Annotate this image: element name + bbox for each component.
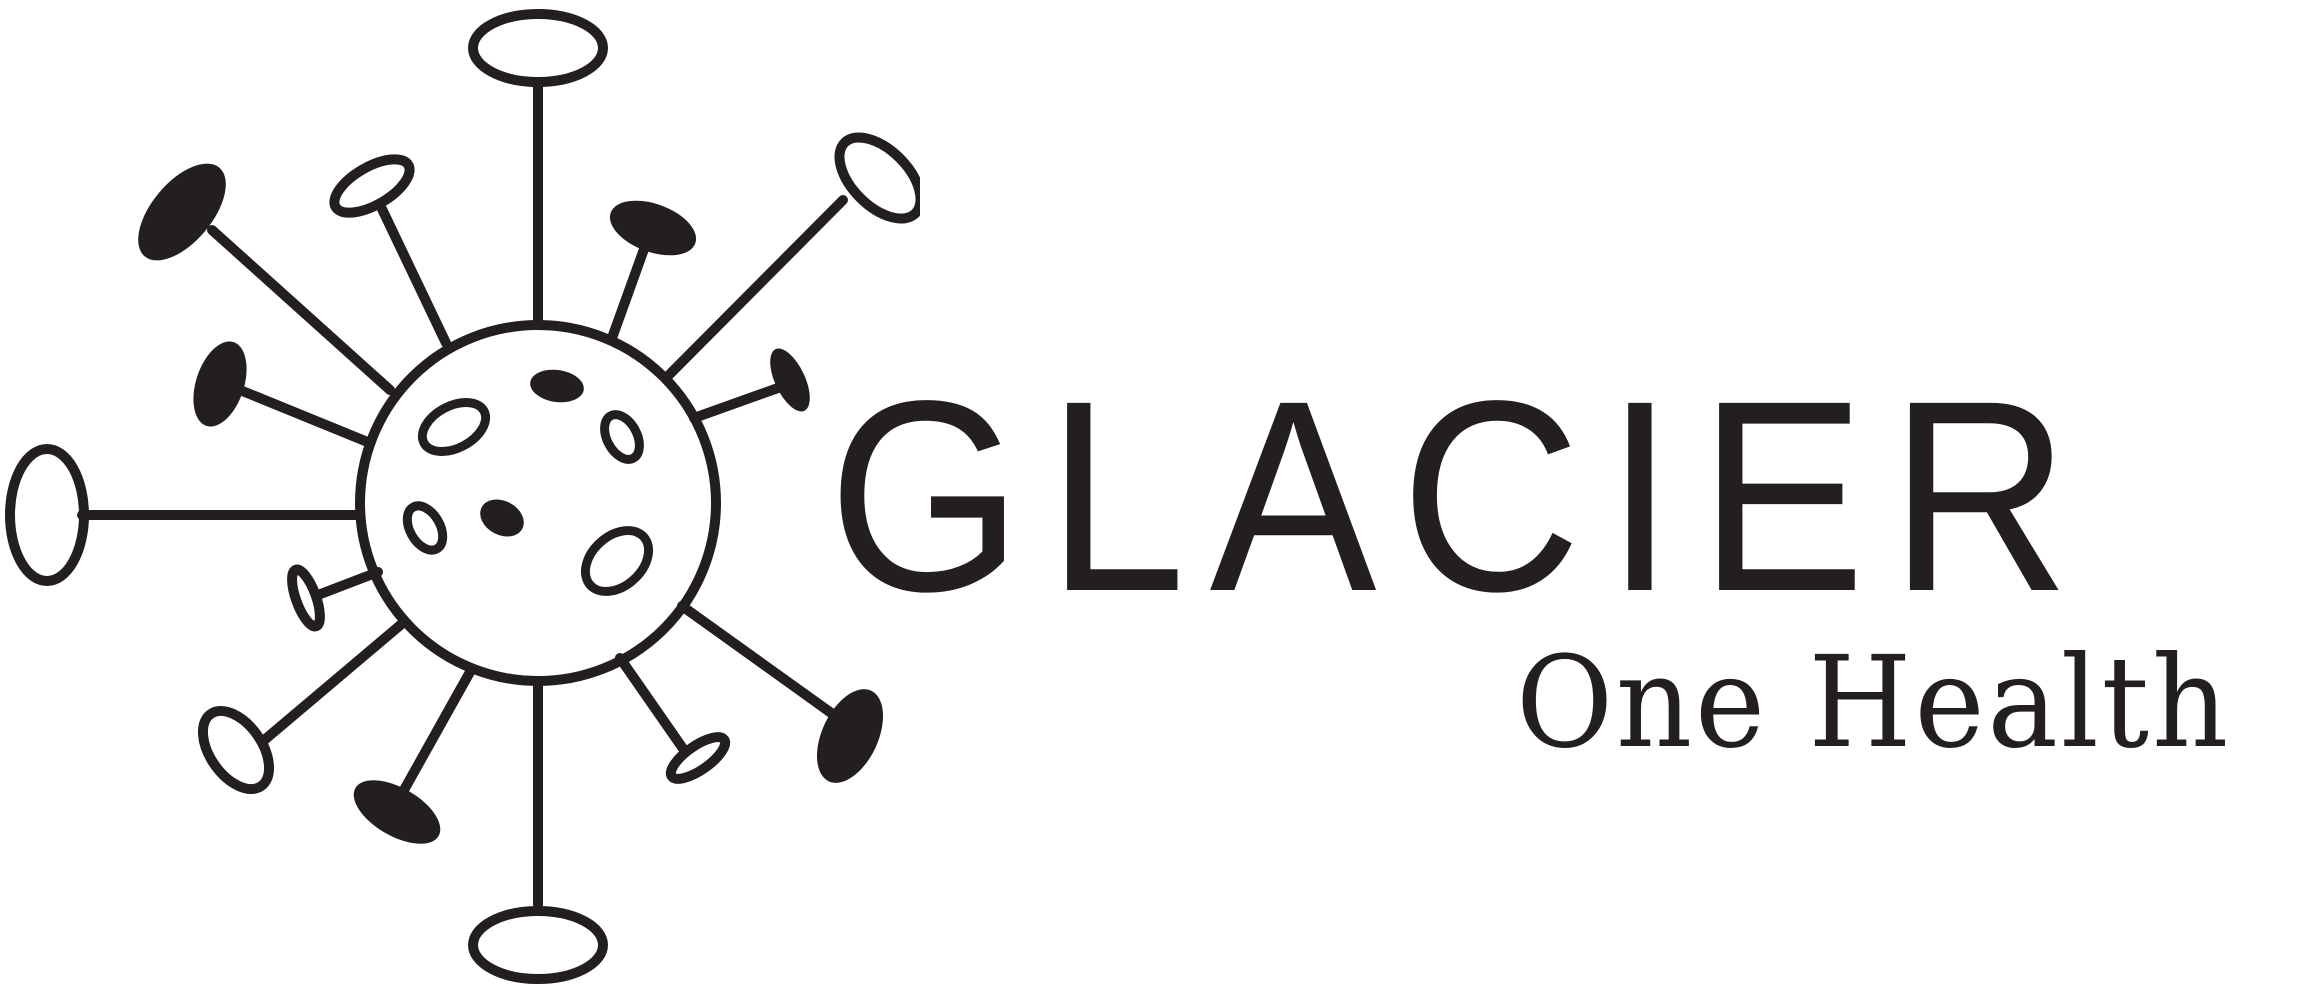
spike-tip-hollow bbox=[665, 732, 731, 784]
body-spot-solid bbox=[530, 369, 584, 403]
spike-tip-hollow bbox=[468, 906, 608, 984]
spike-stalk bbox=[677, 601, 839, 720]
spike-tip-hollow bbox=[468, 9, 608, 87]
spike-tip-hollow bbox=[287, 564, 325, 632]
spike-stalk bbox=[313, 567, 383, 600]
spike-stalk bbox=[399, 667, 475, 795]
spike-tip-solid bbox=[816, 689, 884, 783]
body-spot-hollow bbox=[417, 398, 491, 456]
spike-tip-solid bbox=[138, 163, 226, 261]
body-spot-hollow bbox=[402, 501, 448, 555]
spike-tip-hollow bbox=[5, 444, 89, 586]
body-spot-hollow bbox=[600, 410, 644, 464]
spike-tip-hollow bbox=[197, 705, 275, 795]
virus-logo-icon bbox=[5, 9, 920, 984]
spike-tip-hollow bbox=[834, 132, 920, 224]
spike-stalk bbox=[377, 204, 451, 348]
spike-tip-solid bbox=[353, 780, 441, 844]
body-spot-hollow bbox=[580, 526, 654, 596]
spike-stalk bbox=[689, 383, 783, 423]
spike-tip-solid bbox=[770, 348, 810, 412]
brand-tagline: One Health bbox=[1516, 629, 2232, 776]
spike-tip-solid bbox=[609, 200, 697, 256]
spike-stalk bbox=[615, 653, 689, 755]
brand-name: GLACIER bbox=[828, 344, 2095, 648]
spike-stalk bbox=[257, 617, 409, 747]
body-spot-solid bbox=[480, 499, 524, 537]
spike-tip-solid bbox=[193, 341, 247, 427]
spike-stalk bbox=[661, 195, 848, 383]
spike-tip-hollow bbox=[329, 154, 415, 218]
spike-stalk bbox=[607, 233, 653, 343]
spike-stalk bbox=[207, 225, 395, 395]
spike-stalk bbox=[235, 385, 375, 448]
